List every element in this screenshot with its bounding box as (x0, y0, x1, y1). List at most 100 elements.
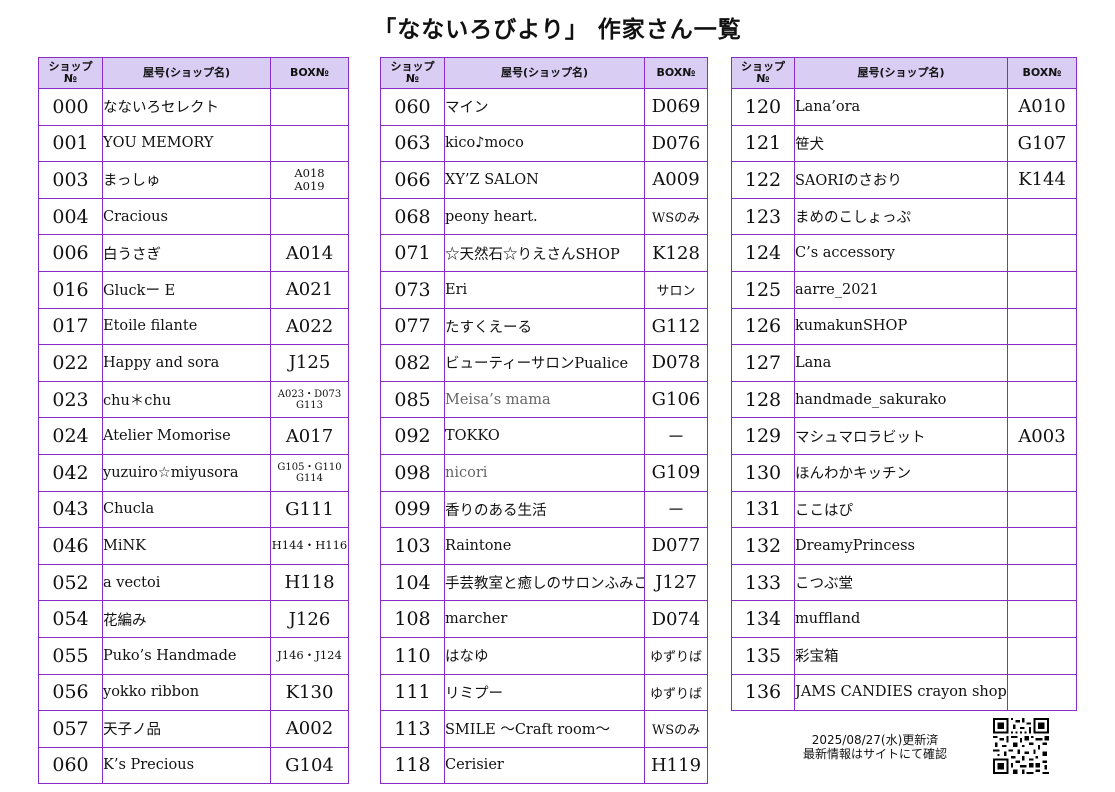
table-row: 099 香りのある生活－ (380, 490, 708, 529)
shop-name: 花編み (102, 600, 271, 638)
shop-number: 056 (38, 673, 103, 712)
header-shop-no: ショップ № (38, 57, 103, 89)
shop-number: 004 (38, 197, 103, 236)
page-title: 「なないろびより」 作家さん一覧 (373, 17, 742, 43)
shop-name: kumakunSHOP (794, 307, 1008, 346)
shop-number: 052 (38, 563, 103, 602)
shop-name: kico♪moco (444, 124, 645, 163)
shop-name: yokko ribbon (102, 673, 271, 712)
box-number: J127 (644, 563, 708, 602)
shop-number: 135 (731, 636, 795, 675)
table-row: 060 マイン D069 (380, 88, 708, 126)
shop-number: 071 (380, 234, 445, 272)
box-number (1007, 673, 1077, 712)
box-number: G106 (644, 380, 708, 419)
table-row: 000 なないろセレクト (38, 88, 349, 126)
box-number (1007, 563, 1077, 602)
shop-number: 111 (380, 673, 445, 712)
table-row: 052 a vectoi H118 (38, 563, 349, 602)
shop-name: marcher (444, 600, 645, 638)
box-number: J125 (270, 344, 349, 382)
box-number: A023・D073 G113 (270, 380, 349, 419)
box-number: H118 (270, 563, 349, 602)
box-number: A018 A019 (270, 161, 349, 199)
shop-number: 130 (731, 453, 795, 492)
header-shop-name: 屋号(ショップ名) (444, 57, 645, 89)
box-number: H144・H116 (270, 527, 349, 565)
shop-number: 123 (731, 197, 795, 236)
shop-name: 彩宝箱 (794, 636, 1008, 675)
box-number (1007, 453, 1077, 492)
box-number: K130 (270, 673, 349, 712)
table-row: 063 kico♪moco D076 (380, 124, 708, 163)
shop-name: Happy and sora (102, 344, 271, 382)
table-row: 057 天子ノ品 A002 (38, 710, 349, 748)
box-number: G112 (644, 307, 708, 346)
table-row: 123 まめのこしょっぷ (731, 197, 1077, 236)
box-number (270, 124, 349, 163)
table-row: 071 ☆天然石☆りえさんSHOP K128 (380, 234, 708, 272)
table-row: 023 chu＊chu A023・D073 G113 (38, 380, 349, 419)
table-row: 110 はなゆ ゆずりば (380, 636, 708, 675)
shop-name: Cerisier (444, 746, 645, 785)
box-number: A009 (644, 161, 708, 199)
shop-name: マシュマロラビット (794, 417, 1008, 455)
shop-number: 127 (731, 344, 795, 382)
box-number: A002 (270, 710, 349, 748)
table-row: 085 Meisa’s mama G106 (380, 380, 708, 419)
shop-number: 122 (731, 161, 795, 199)
box-number (1007, 344, 1077, 382)
shop-number: 121 (731, 124, 795, 163)
table-row: 022 Happy and sora J125 (38, 344, 349, 382)
shop-name: Chucla (102, 490, 271, 529)
shop-number: 104 (380, 563, 445, 602)
table-row: 054 花編み J126 (38, 600, 349, 638)
header-row: ショップ № 屋号(ショップ名) BOX№ (380, 57, 708, 89)
shop-name: K’s Precious (102, 746, 271, 785)
table-row: 126 kumakunSHOP (731, 307, 1077, 346)
header-shop-name: 屋号(ショップ名) (794, 57, 1008, 89)
shop-name: peony heart. (444, 197, 645, 236)
box-number: A017 (270, 417, 349, 455)
shop-name: 笹犬 (794, 124, 1008, 163)
table-row: 125 aarre_2021 (731, 270, 1077, 309)
shop-number: 063 (380, 124, 445, 163)
table-row: 043 Chucla G111 (38, 490, 349, 529)
shop-name: nicori (444, 453, 645, 492)
box-number: D076 (644, 124, 708, 163)
update-note: 2025/08/27(水)更新済 最新情報はサイトにて確認 (790, 733, 960, 761)
shop-name: 手芸教室と癒しのサロンふみこ (444, 563, 645, 602)
shop-name: Puko’s Handmade (102, 636, 271, 675)
header-shop-no: ショップ № (380, 57, 445, 89)
table-row: 024 Atelier Momorise A017 (38, 417, 349, 455)
header-row: ショップ № 屋号(ショップ名) BOX№ (38, 57, 349, 89)
table-row: 082 ビューティーサロンPualice D078 (380, 344, 708, 382)
shop-number: 120 (731, 88, 795, 126)
shop-number: 129 (731, 417, 795, 455)
shop-number: 108 (380, 600, 445, 638)
box-number (1007, 527, 1077, 565)
shop-number: 024 (38, 417, 103, 455)
qr-code-icon[interactable] (993, 718, 1049, 774)
box-number: G111 (270, 490, 349, 529)
table-row: 136 JAMS CANDIES crayon shop (731, 673, 1077, 712)
table-row: 111 リミプー ゆずりば (380, 673, 708, 712)
box-number: サロン (644, 270, 708, 309)
shop-number: 085 (380, 380, 445, 419)
header-box-no: BOX№ (644, 57, 708, 89)
shop-number: 060 (380, 88, 445, 126)
table-row: 006 白うさぎ A014 (38, 234, 349, 272)
shop-number: 082 (380, 344, 445, 382)
shop-number: 136 (731, 673, 795, 712)
box-number: D078 (644, 344, 708, 382)
table-row: 135 彩宝箱 (731, 636, 1077, 675)
table-row: 055 Puko’s Handmade J146・J124 (38, 636, 349, 675)
shop-number: 023 (38, 380, 103, 419)
shop-table-3: ショップ № 屋号(ショップ名) BOX№ 120 Lana’ora A010 121 笹… (731, 57, 1077, 712)
shop-number: 022 (38, 344, 103, 382)
shop-name: Lana (794, 344, 1008, 382)
table-row: 133 こつぶ堂 (731, 563, 1077, 602)
shop-number: 057 (38, 710, 103, 748)
table-row: 098 nicori G109 (380, 453, 708, 492)
shop-table-2: ショップ № 屋号(ショップ名) BOX№ 060 マイン D069 063 kico♪m… (380, 57, 708, 785)
